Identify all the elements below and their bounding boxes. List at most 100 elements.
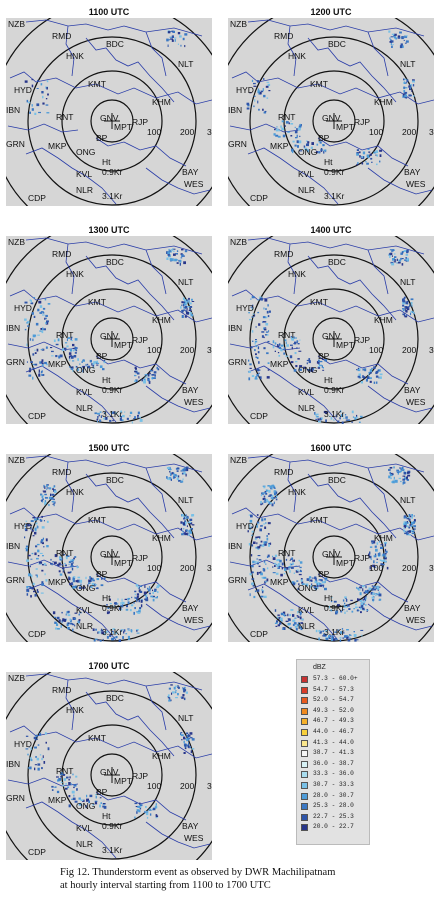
radar-echo-pixel [157, 368, 160, 371]
station-nlr: NLR [76, 839, 94, 849]
radar-echo-pixel [288, 122, 290, 125]
radar-echo-pixel [147, 378, 150, 382]
radar-echo-pixel [60, 781, 63, 784]
radar-echo-pixel [411, 531, 415, 533]
radar-echo-pixel [262, 108, 264, 111]
radar-echo-pixel [42, 95, 44, 99]
radar-echo-pixel [166, 257, 169, 260]
radar-echo-pixel [358, 606, 361, 609]
station-bay: BAY [404, 385, 421, 395]
radar-echo-pixel [300, 628, 303, 631]
radar-echo-pixel [356, 369, 358, 371]
radar-echo-pixel [166, 38, 169, 42]
radar-echo-pixel [249, 593, 251, 597]
radar-echo-pixel [261, 335, 264, 338]
radar-echo-pixel [31, 529, 34, 532]
radar-echo-pixel [369, 377, 372, 380]
range-label-100: 100 [147, 563, 162, 573]
radar-echo-pixel [294, 130, 298, 134]
radar-echo-pixel [248, 543, 251, 546]
range-label-300: 3 [429, 563, 434, 573]
radar-echo-pixel [264, 543, 267, 546]
radar-echo-pixel [299, 616, 302, 620]
radar-echo-pixel [188, 533, 190, 536]
radar-echo-pixel [289, 614, 292, 617]
station-hnk: HNK [66, 269, 84, 279]
radar-echo-pixel [363, 156, 365, 159]
radar-echo-pixel [251, 530, 254, 533]
radar-echo-pixel [406, 250, 408, 254]
radar-echo-pixel [263, 595, 267, 598]
radar-echo-pixel [259, 376, 262, 380]
radar-echo-pixel [40, 328, 43, 330]
radar-echo-pixel [278, 354, 281, 357]
radar-echo-pixel [411, 515, 413, 519]
radar-echo-pixel [380, 563, 384, 566]
radar-image: NZB RMD HNK BDC NLT HYD KMT KHM IBN RNT … [228, 236, 434, 424]
radar-echo-pixel [37, 308, 40, 312]
station-ibn: IBN [6, 105, 21, 115]
station-ht: Ht [324, 593, 333, 603]
radar-echo-pixel [73, 580, 75, 582]
radar-echo-pixel [41, 362, 44, 365]
radar-echo-pixel [102, 805, 105, 808]
radar-echo-pixel [42, 542, 44, 545]
radar-echo-pixel [249, 363, 252, 366]
radar-echo-pixel [61, 564, 63, 566]
radar-echo-pixel [358, 151, 361, 154]
radar-echo-pixel [140, 604, 143, 608]
radar-echo-pixel [154, 588, 157, 591]
radar-echo-pixel [254, 342, 256, 345]
radar-echo-pixel [169, 472, 171, 475]
station-hyd: HYD [14, 85, 32, 95]
radar-echo-pixel [102, 804, 105, 805]
radar-echo-pixel [405, 253, 409, 256]
radar-echo-pixel [292, 619, 296, 622]
radar-echo-pixel [95, 801, 97, 804]
radar-echo-pixel [407, 306, 410, 309]
radar-echo-pixel [183, 308, 185, 310]
radar-echo-pixel [127, 630, 131, 632]
radar-echo-pixel [183, 303, 187, 306]
radar-echo-pixel [74, 338, 78, 341]
legend-swatch [301, 771, 308, 779]
radar-echo-pixel [406, 521, 408, 524]
radar-echo-pixel [265, 334, 268, 336]
radar-echo-pixel [322, 144, 325, 147]
radar-echo-pixel [346, 636, 349, 639]
radar-echo-pixel [181, 248, 184, 251]
radar-echo-pixel [121, 419, 124, 422]
radar-echo-pixel [339, 639, 342, 642]
radar-echo-pixel [404, 532, 408, 535]
radar-echo-pixel [41, 359, 44, 362]
radar-echo-pixel [325, 578, 327, 581]
radar-echo-pixel [44, 496, 46, 499]
radar-echo-pixel [306, 143, 309, 147]
radar-echo-pixel [269, 542, 272, 545]
range-height-09: 0.9Kr [324, 385, 345, 395]
radar-echo-pixel [263, 78, 265, 80]
radar-echo-pixel [168, 248, 170, 251]
radar-echo-pixel [380, 559, 382, 561]
radar-echo-pixel [38, 732, 42, 736]
radar-echo-pixel [257, 560, 259, 564]
radar-echo-pixel [314, 576, 317, 580]
radar-echo-pixel [316, 587, 319, 589]
radar-echo-pixel [306, 149, 309, 153]
radar-echo-pixel [72, 349, 75, 352]
radar-echo-pixel [297, 587, 300, 591]
radar-echo-pixel [167, 31, 171, 34]
radar-echo-pixel [191, 748, 195, 750]
radar-echo-pixel [367, 148, 370, 150]
radar-echo-pixel [105, 631, 108, 633]
radar-echo-pixel [407, 516, 410, 518]
radar-echo-pixel [403, 250, 407, 252]
radar-echo-pixel [121, 609, 123, 611]
radar-echo-pixel [319, 360, 323, 363]
radar-echo-pixel [399, 467, 401, 469]
radar-echo-pixel [167, 696, 170, 698]
radar-echo-pixel [325, 629, 328, 632]
station-hyd: HYD [236, 521, 254, 531]
radar-echo-pixel [307, 369, 311, 372]
radar-echo-pixel [266, 310, 269, 314]
